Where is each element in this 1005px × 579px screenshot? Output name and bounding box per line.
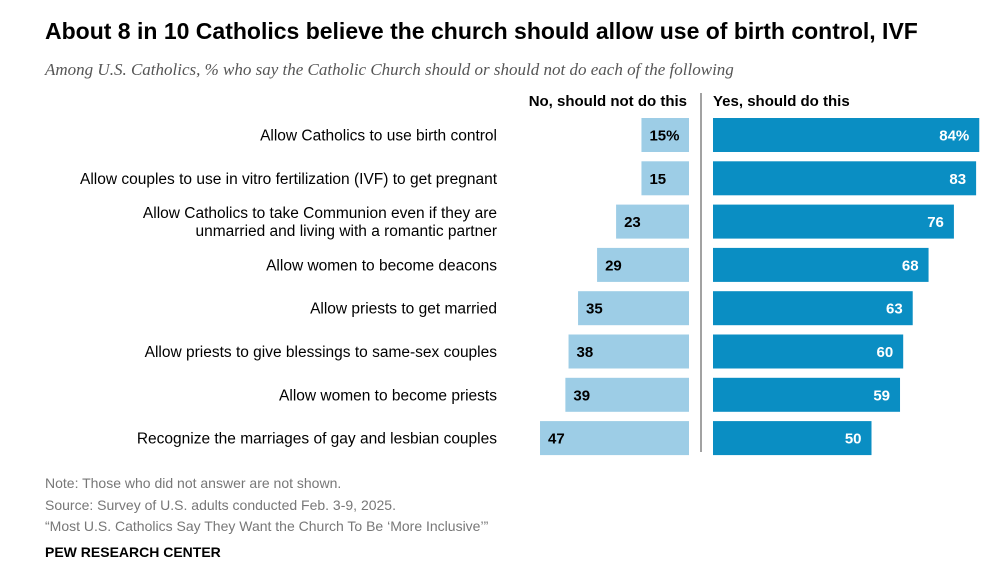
bar-no xyxy=(568,334,689,369)
category-label: Allow priests to give blessings to same-… xyxy=(145,344,498,361)
bar-no xyxy=(578,291,689,326)
bar-no xyxy=(641,118,689,152)
legend-yes: Yes, should do this xyxy=(713,93,850,110)
category-label: Recognize the marriages of gay and lesbi… xyxy=(137,431,497,448)
bar-yes xyxy=(713,334,904,369)
data-label-no: 35 xyxy=(586,301,603,318)
brand-label: PEW RESEARCH CENTER xyxy=(45,544,221,560)
bar-yes xyxy=(713,377,901,412)
data-label-yes: 63 xyxy=(886,301,903,318)
category-label: Allow couples to use in vitro fertilizat… xyxy=(80,171,498,188)
category-label: Allow women to become priests xyxy=(279,387,497,404)
bar-yes xyxy=(713,118,980,152)
category-label: Allow priests to get married xyxy=(310,301,497,318)
chart-title: About 8 in 10 Catholics believe the chur… xyxy=(45,18,918,44)
data-label-no: 15% xyxy=(649,128,679,145)
category-label: Allow women to become deacons xyxy=(266,257,497,274)
data-label-no: 47 xyxy=(548,431,565,448)
data-label-yes: 59 xyxy=(873,387,890,404)
data-label-yes: 68 xyxy=(902,257,919,274)
bar-yes xyxy=(713,421,872,456)
data-label-yes: 50 xyxy=(845,431,862,448)
bar-yes xyxy=(713,204,954,239)
bar-yes xyxy=(713,161,977,196)
data-label-no: 29 xyxy=(605,257,622,274)
data-label-yes: 84% xyxy=(939,128,969,145)
bar-yes xyxy=(713,291,913,326)
bar-no xyxy=(616,204,689,239)
data-label-yes: 83 xyxy=(949,171,966,188)
data-label-no: 15 xyxy=(649,171,666,188)
source-text: Source: Survey of U.S. adults conducted … xyxy=(45,497,396,513)
legend-no: No, should not do this xyxy=(529,93,687,110)
data-label-no: 38 xyxy=(577,344,594,361)
category-label: Allow Catholics to take Communion even i… xyxy=(143,205,497,240)
bar-no xyxy=(540,421,689,456)
bar-yes xyxy=(713,247,929,282)
report-title-text: “Most U.S. Catholics Say They Want the C… xyxy=(45,518,489,534)
data-label-no: 23 xyxy=(624,214,641,231)
bar-no xyxy=(565,377,689,412)
data-label-no: 39 xyxy=(573,387,590,404)
data-label-yes: 76 xyxy=(927,214,944,231)
category-label: Allow Catholics to use birth control xyxy=(260,128,497,145)
bar-no xyxy=(597,247,689,282)
bar-no xyxy=(641,161,689,196)
chart-subtitle: Among U.S. Catholics, % who say the Cath… xyxy=(45,60,734,79)
note-text: Note: Those who did not answer are not s… xyxy=(45,475,342,491)
data-label-yes: 60 xyxy=(877,344,894,361)
